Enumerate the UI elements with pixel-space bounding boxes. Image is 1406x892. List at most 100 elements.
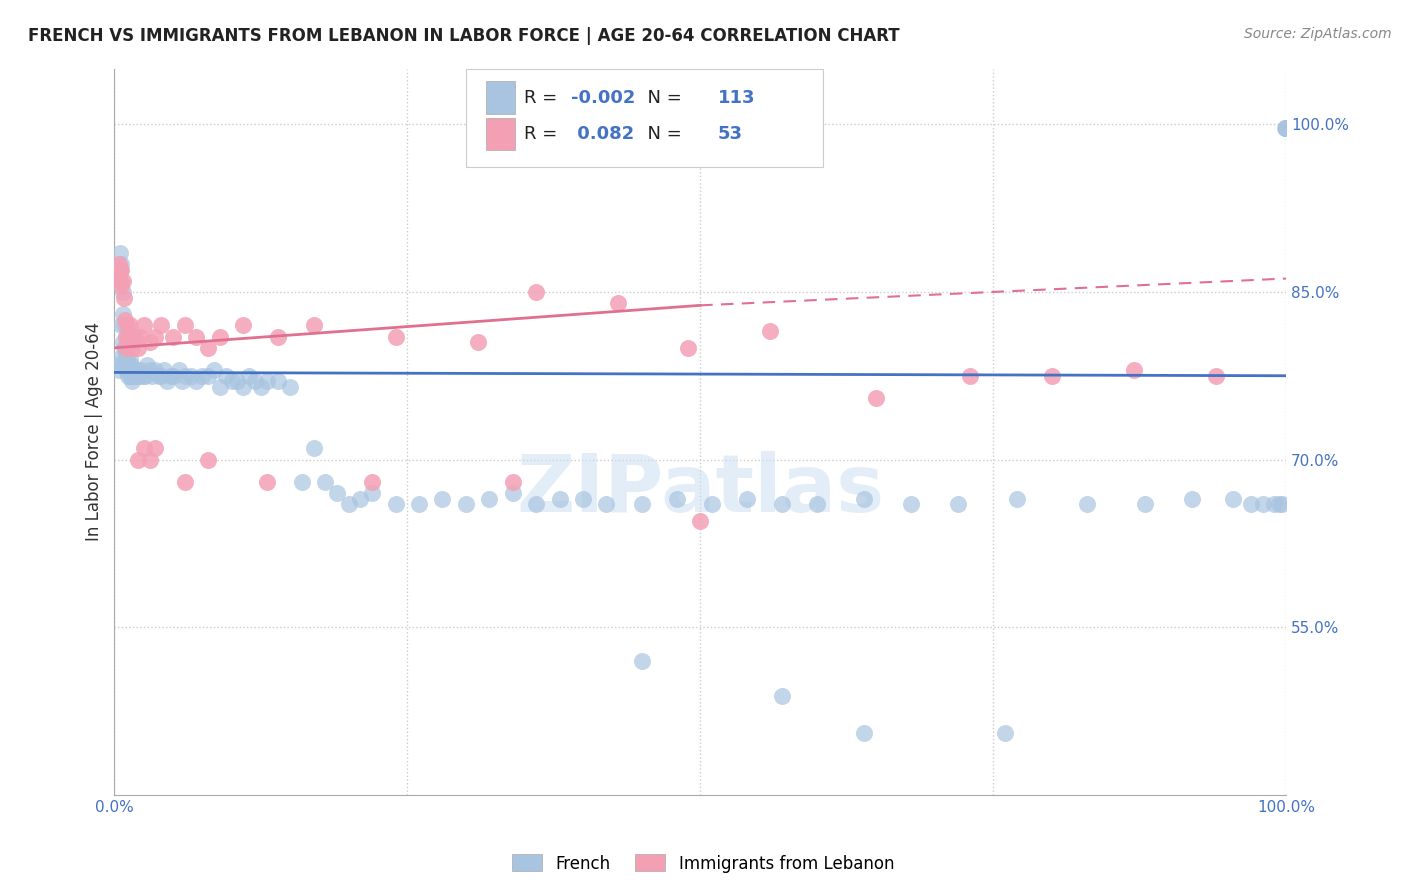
Point: [156, 375, 179, 389]
Point: [186, 375, 208, 389]
Point: [114, 351, 136, 366]
Point: [384, 329, 406, 343]
Point: [226, 375, 249, 389]
Point: [124, 368, 146, 383]
Point: [110, 262, 132, 277]
Point: [150, 318, 173, 333]
Point: [132, 442, 155, 456]
Point: [1275, 120, 1298, 135]
Point: [173, 368, 195, 383]
Point: [221, 375, 243, 389]
Point: [120, 358, 142, 372]
Point: [595, 497, 617, 511]
Point: [145, 442, 167, 456]
Point: [759, 324, 782, 338]
Text: FRENCH VS IMMIGRANTS FROM LEBANON IN LABOR FORCE | AGE 20-64 CORRELATION CHART: FRENCH VS IMMIGRANTS FROM LEBANON IN LAB…: [28, 27, 900, 45]
Point: [361, 475, 384, 489]
Point: [853, 726, 876, 740]
Point: [112, 358, 135, 372]
Point: [138, 452, 160, 467]
Text: R =: R =: [524, 88, 564, 106]
Point: [238, 368, 260, 383]
Point: [1271, 497, 1294, 511]
Point: [167, 363, 190, 377]
Point: [111, 335, 134, 350]
Point: [115, 363, 138, 377]
Point: [197, 452, 219, 467]
Point: [191, 368, 214, 383]
Point: [111, 274, 134, 288]
Point: [267, 329, 290, 343]
Point: [959, 368, 981, 383]
Point: [1181, 491, 1204, 506]
Point: [117, 363, 139, 377]
Point: [326, 486, 349, 500]
Point: [1076, 497, 1098, 511]
Point: [208, 329, 231, 343]
Point: [117, 318, 139, 333]
Point: [110, 279, 132, 293]
Point: [132, 318, 155, 333]
Point: [994, 726, 1017, 740]
Point: [120, 368, 142, 383]
Point: [186, 329, 208, 343]
Point: [162, 329, 184, 343]
Point: [173, 318, 195, 333]
Point: [770, 690, 793, 704]
Point: [108, 363, 131, 377]
Point: [689, 514, 711, 528]
Point: [1005, 491, 1028, 506]
Point: [124, 329, 146, 343]
Point: [1135, 497, 1157, 511]
Point: [127, 341, 149, 355]
Point: [770, 497, 793, 511]
Point: [607, 296, 630, 310]
Point: [121, 341, 143, 355]
Point: [110, 318, 132, 333]
Point: [900, 497, 922, 511]
Point: [384, 497, 406, 511]
Point: [665, 491, 688, 506]
Point: [138, 335, 160, 350]
Point: [1263, 497, 1285, 511]
Point: [806, 497, 828, 511]
Point: [120, 329, 142, 343]
Point: [117, 351, 139, 366]
Point: [1251, 497, 1274, 511]
Point: [138, 363, 160, 377]
Point: [1222, 491, 1244, 506]
FancyBboxPatch shape: [486, 118, 515, 150]
Point: [1240, 497, 1263, 511]
Point: [946, 497, 969, 511]
Point: [197, 368, 219, 383]
Y-axis label: In Labor Force | Age 20-64: In Labor Force | Age 20-64: [86, 322, 103, 541]
Point: [108, 257, 131, 271]
Point: [145, 329, 167, 343]
Legend: French, Immigrants from Lebanon: French, Immigrants from Lebanon: [505, 847, 901, 880]
Point: [115, 346, 138, 360]
Point: [572, 491, 595, 506]
Point: [337, 497, 360, 511]
Point: [678, 341, 700, 355]
Point: [1205, 368, 1227, 383]
Point: [361, 486, 384, 500]
Point: [141, 368, 163, 383]
Text: 0.082: 0.082: [571, 125, 634, 143]
Point: [215, 368, 238, 383]
Point: [127, 452, 149, 467]
Point: [136, 358, 159, 372]
Point: [180, 368, 202, 383]
Point: [118, 351, 141, 366]
Point: [302, 318, 325, 333]
Point: [107, 262, 129, 277]
Point: [129, 329, 152, 343]
Point: [110, 274, 132, 288]
Point: [524, 285, 547, 299]
Point: [173, 475, 195, 489]
Point: [118, 318, 141, 333]
Point: [145, 363, 167, 377]
Point: [256, 475, 278, 489]
Point: [467, 335, 489, 350]
Point: [314, 475, 336, 489]
FancyBboxPatch shape: [465, 69, 823, 167]
